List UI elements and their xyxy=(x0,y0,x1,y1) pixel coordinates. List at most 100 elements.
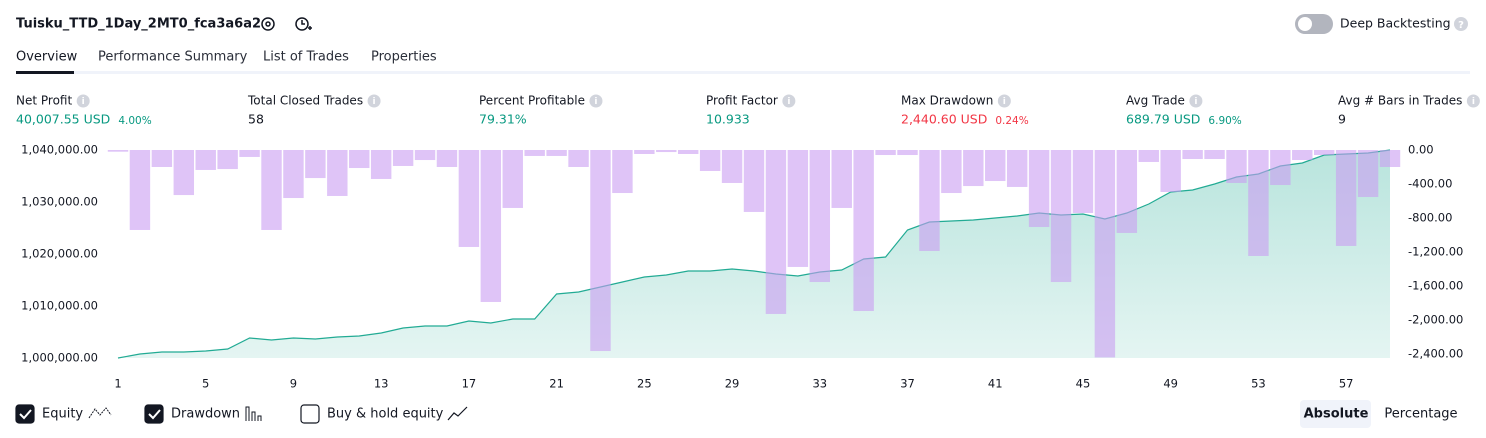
x-tick-label: 17 xyxy=(462,377,477,391)
drawdown-bar xyxy=(546,150,567,156)
tab[interactable]: List of Trades xyxy=(263,50,349,65)
info-icon[interactable]: i xyxy=(782,94,796,108)
check-mark xyxy=(148,409,161,420)
metric-label: Net Profit xyxy=(16,94,72,108)
add-alert-icon[interactable] xyxy=(295,17,312,31)
y2-tick-label: -2,400.00 xyxy=(1408,347,1463,361)
y-tick-label: 1,020,000.00 xyxy=(21,247,98,261)
metric-label: Percent Profitable xyxy=(479,94,585,108)
y2-tick-label: -400.00 xyxy=(1408,177,1452,191)
checkbox xyxy=(15,404,35,424)
tab[interactable]: Overview xyxy=(16,50,78,65)
drawdown-bar xyxy=(261,150,282,230)
scale-button[interactable]: Percentage xyxy=(1384,407,1457,422)
drawdown-bar xyxy=(875,150,896,156)
settings-icon[interactable] xyxy=(261,17,275,31)
y2-tick-label: -1,200.00 xyxy=(1408,245,1463,259)
y2-tick-label: -2,000.00 xyxy=(1408,313,1463,327)
legend-label: Buy & hold equity xyxy=(327,407,444,422)
drawdown-bar xyxy=(1138,150,1159,162)
drawdown-bar xyxy=(1292,150,1313,161)
drawdown-bar xyxy=(217,150,238,170)
drawdown-bar xyxy=(765,150,787,314)
drawdown-bar xyxy=(480,150,502,302)
drawdown-bar xyxy=(1248,150,1269,256)
info-icon[interactable]: i xyxy=(589,94,603,108)
drawdown-bar xyxy=(392,150,414,166)
drawdown-bar xyxy=(305,150,326,179)
deep-backtesting-toggle[interactable] xyxy=(1295,14,1333,34)
drawdown-icon xyxy=(245,406,262,421)
info-circle xyxy=(367,94,381,108)
drawdown-bar xyxy=(1379,150,1401,167)
metric-value: 2,440.60 USD xyxy=(901,112,987,127)
metric-label: Total Closed Trades xyxy=(247,94,363,108)
drawdown-bar xyxy=(568,150,589,167)
info-i: i xyxy=(1194,97,1197,107)
y2-tick-label: -1,600.00 xyxy=(1408,279,1463,293)
info-circle xyxy=(782,94,796,108)
equity-checkbox[interactable] xyxy=(15,404,35,424)
drawdown-bar xyxy=(1226,150,1247,183)
drawdown-bar xyxy=(327,150,348,196)
info-icon[interactable]: i xyxy=(367,94,381,108)
drawdown-bar xyxy=(524,150,545,156)
x-tick-label: 1 xyxy=(114,377,121,391)
metric-value: 79.31% xyxy=(479,112,527,127)
x-tick-label: 37 xyxy=(900,377,915,391)
drawdown-bar xyxy=(1050,150,1072,283)
drawdown-bar xyxy=(1160,150,1181,192)
active-tab-underline xyxy=(16,71,74,74)
drawdown-checkbox[interactable] xyxy=(144,404,164,424)
drawdown-bar xyxy=(151,150,173,167)
drawdown-bar xyxy=(677,150,699,154)
tab[interactable]: Properties xyxy=(371,50,437,65)
buy-hold-checkbox[interactable] xyxy=(300,404,320,424)
info-icon[interactable]: i xyxy=(997,94,1011,108)
tab-separator xyxy=(16,71,1470,74)
equity-icon xyxy=(88,407,112,419)
drawdown-bar xyxy=(1204,150,1225,160)
info-icon[interactable]: i xyxy=(1189,94,1203,108)
drawdown-bar xyxy=(985,150,1006,182)
drawdown-bar xyxy=(414,150,436,161)
drawdown-bar xyxy=(1072,150,1094,213)
drawdown-bar xyxy=(1357,150,1379,198)
x-tick-label: 53 xyxy=(1251,377,1266,391)
equity-area xyxy=(118,150,1390,358)
y-tick-label: 1,010,000.00 xyxy=(21,299,98,313)
buy-hold-icon xyxy=(447,406,468,421)
tab[interactable]: Performance Summary xyxy=(98,50,248,65)
x-tick-label: 29 xyxy=(725,377,740,391)
info-circle xyxy=(1189,94,1203,108)
metric-value: 9 xyxy=(1338,112,1346,127)
drawdown-bar xyxy=(173,150,195,196)
metric-label: Profit Factor xyxy=(706,94,778,108)
drawdown-bar xyxy=(129,150,151,230)
drawdown-bar xyxy=(107,150,129,152)
y-tick-label: 1,040,000.00 xyxy=(21,143,98,157)
x-tick-label: 41 xyxy=(988,377,1003,391)
absolute-button-bg[interactable] xyxy=(1300,400,1371,428)
info-icon[interactable]: i xyxy=(1466,94,1480,108)
info-icon[interactable]: i xyxy=(76,94,90,108)
y-tick-label: 1,000,000.00 xyxy=(21,351,98,365)
drawdown-bar xyxy=(195,150,216,170)
info-i: i xyxy=(1472,97,1475,107)
help-icon[interactable]: ? xyxy=(1454,17,1468,31)
drawdown-bar xyxy=(963,150,984,187)
info-i: i xyxy=(82,97,85,107)
toggle-label: Deep Backtesting xyxy=(1340,16,1451,31)
drawdown-bar xyxy=(809,150,831,283)
drawdown-bar xyxy=(941,150,962,194)
x-tick-label: 57 xyxy=(1339,377,1354,391)
scale-button[interactable]: Absolute xyxy=(1304,407,1369,422)
drawdown-bar xyxy=(634,150,655,154)
drawdown-bar xyxy=(853,150,874,311)
drawdown-bar xyxy=(1094,150,1116,358)
x-tick-label: 45 xyxy=(1076,377,1091,391)
drawdown-bar xyxy=(787,150,809,267)
drawdown-bar xyxy=(1116,150,1138,233)
